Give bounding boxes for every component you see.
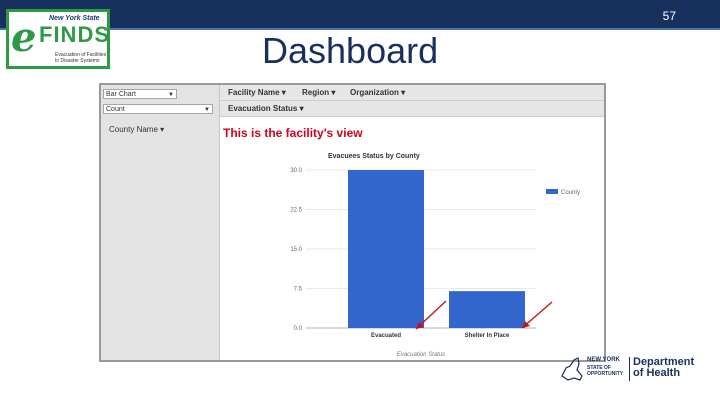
- top-band: 57: [0, 0, 720, 30]
- measure-select[interactable]: Count ▼: [103, 104, 213, 114]
- chevron-down-icon: ▼: [168, 92, 174, 98]
- y-tick-label: 15.0: [290, 247, 302, 253]
- y-tick-label: 22.5: [290, 208, 302, 214]
- filter-region[interactable]: Region ▾: [302, 88, 336, 97]
- logo-brand: FINDS: [39, 22, 110, 47]
- chevron-down-icon: ▼: [204, 107, 210, 113]
- county-name-header[interactable]: County Name ▾: [109, 125, 165, 134]
- chart-type-select[interactable]: Bar Chart ▼: [103, 89, 177, 99]
- page-title: Dashboard: [262, 30, 439, 71]
- legend-swatch: [546, 189, 558, 194]
- logo-letter-e: e: [11, 14, 37, 61]
- facility-view-note: This is the facility's view: [223, 126, 363, 140]
- nys-doh-logo: NEW YORK STATE OF OPPORTUNITY Department…: [560, 355, 700, 385]
- slide-number: 57: [662, 9, 676, 23]
- evacuees-bar-chart: Evacuees Status by County 30.0 22.5 15.0 7.5…: [290, 153, 580, 358]
- x-axis-label: Evacuation Status: [397, 352, 445, 358]
- measure-select-value: Count: [106, 106, 125, 113]
- ny-state-map-icon: [561, 357, 583, 381]
- doh-line-1: NEW YORK: [587, 357, 620, 363]
- x-tick-label: Shelter In Place: [465, 333, 510, 339]
- bar-shelter-in-place: [449, 291, 525, 328]
- doh-line-3: OPPORTUNITY: [587, 371, 624, 377]
- legend-label: County: [561, 190, 580, 196]
- filter-bar-row-1: Facility Name ▾ Region ▾ Organization ▾: [220, 85, 604, 101]
- doh-dept-line-1: Department: [633, 356, 695, 368]
- x-tick-label: Evacuated: [371, 333, 401, 339]
- filter-bar-row-2: Evacuation Status ▾: [220, 101, 604, 117]
- chart-type-select-value: Bar Chart: [106, 91, 136, 98]
- doh-dept-line-2: of Health: [633, 367, 681, 379]
- annotation-arrowhead: [416, 322, 424, 329]
- y-tick-label: 0.0: [294, 326, 303, 332]
- dashboard-left-panel: Bar Chart ▼ Count ▼ County Name ▾: [101, 85, 220, 360]
- logo-tagline-1: Evacuation of Facilities: [55, 52, 107, 58]
- logo-state-line: New York State: [49, 15, 100, 22]
- bar-evacuated: [348, 170, 424, 328]
- doh-line-2: STATE OF: [587, 365, 611, 371]
- dashboard-screenshot: Bar Chart ▼ Count ▼ County Name ▾ Facili…: [99, 83, 606, 362]
- y-tick-label: 7.5: [294, 287, 303, 293]
- doh-divider: [629, 357, 630, 381]
- annotation-arrowhead: [522, 321, 530, 328]
- filter-facility-name[interactable]: Facility Name ▾: [228, 88, 286, 97]
- logo-tagline-2: In Disaster Systems: [55, 58, 100, 64]
- efinds-logo: New York State e FINDS Evacuation of Fac…: [6, 9, 110, 69]
- filter-organization[interactable]: Organization ▾: [350, 88, 406, 97]
- filter-evacuation-status[interactable]: Evacuation Status ▾: [228, 104, 304, 113]
- chart-title: Evacuees Status by County: [328, 153, 420, 160]
- y-tick-label: 30.0: [290, 168, 302, 174]
- doh-department: Department of Health: [633, 357, 694, 379]
